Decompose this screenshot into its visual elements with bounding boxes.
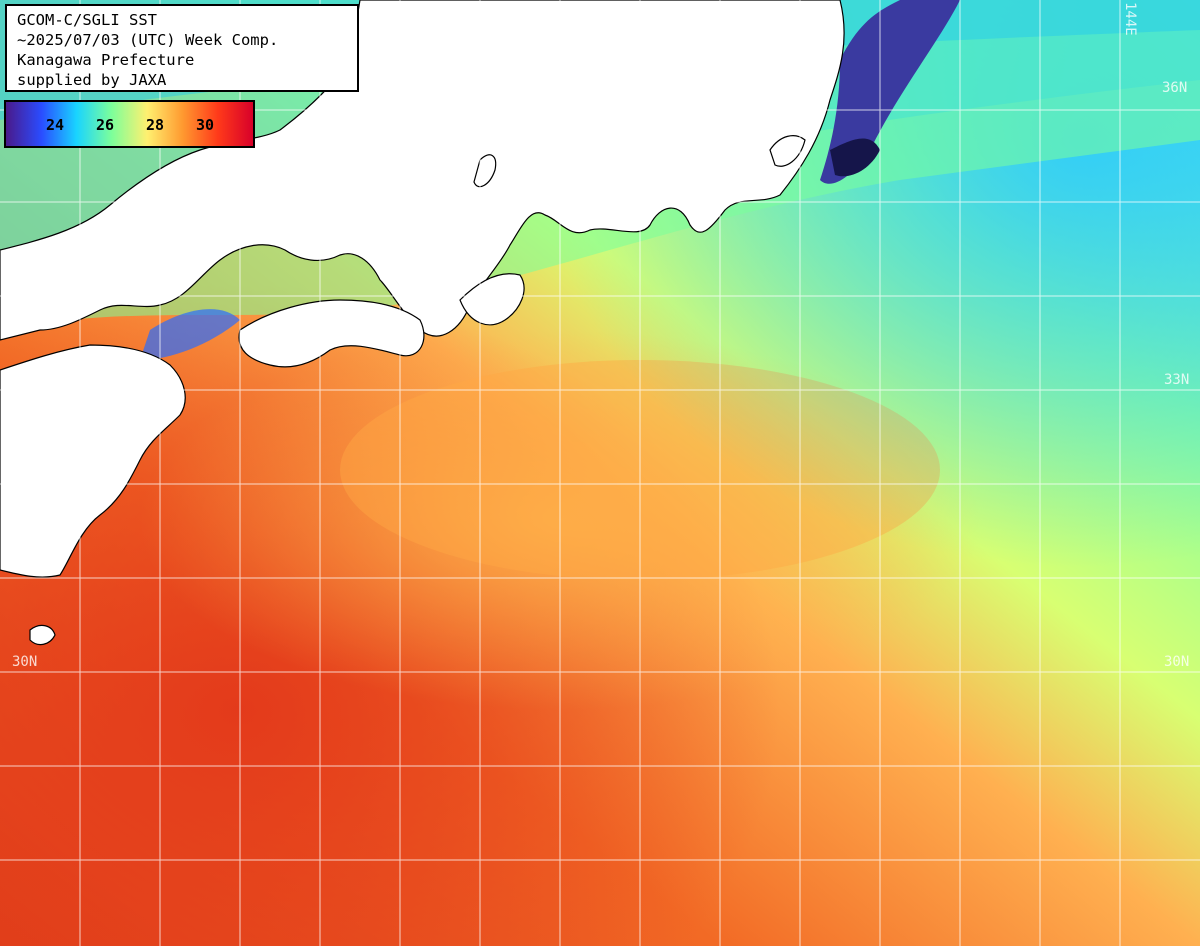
kyushu	[0, 344, 186, 578]
title-line-prefecture: Kanagawa Prefecture	[17, 51, 195, 69]
izu-island	[769, 135, 806, 167]
colorbar-tick-30: 30	[196, 116, 215, 134]
colorbar-tick-26: 26	[96, 116, 115, 134]
title-box: GCOM-C/SGLI SST ~2025/07/03 (UTC) Week C…	[5, 4, 359, 92]
honshu	[0, 0, 845, 341]
shikoku	[238, 299, 425, 368]
yakushima	[29, 624, 56, 646]
lon-label-144e: 144E	[1122, 2, 1138, 36]
title-line-product: GCOM-C/SGLI SST	[17, 11, 157, 29]
lat-label-33n: 33N	[1164, 372, 1190, 388]
lon-label-136e: 136E	[482, 2, 498, 36]
landmass	[0, 0, 845, 646]
lat-label-30n-left: 30N	[12, 654, 38, 670]
sado-like-island	[473, 154, 497, 188]
temperature-colorbar: 24 26 28 30	[4, 100, 255, 148]
title-line-date: ~2025/07/03 (UTC) Week Comp.	[17, 31, 279, 49]
lat-label-36n: 36N	[1162, 80, 1188, 96]
title-line-credit: supplied by JAXA	[17, 71, 167, 89]
colorbar-tick-24: 24	[46, 116, 65, 134]
colorbar-tick-28: 28	[146, 116, 165, 134]
lat-label-30n-right: 30N	[1164, 654, 1190, 670]
